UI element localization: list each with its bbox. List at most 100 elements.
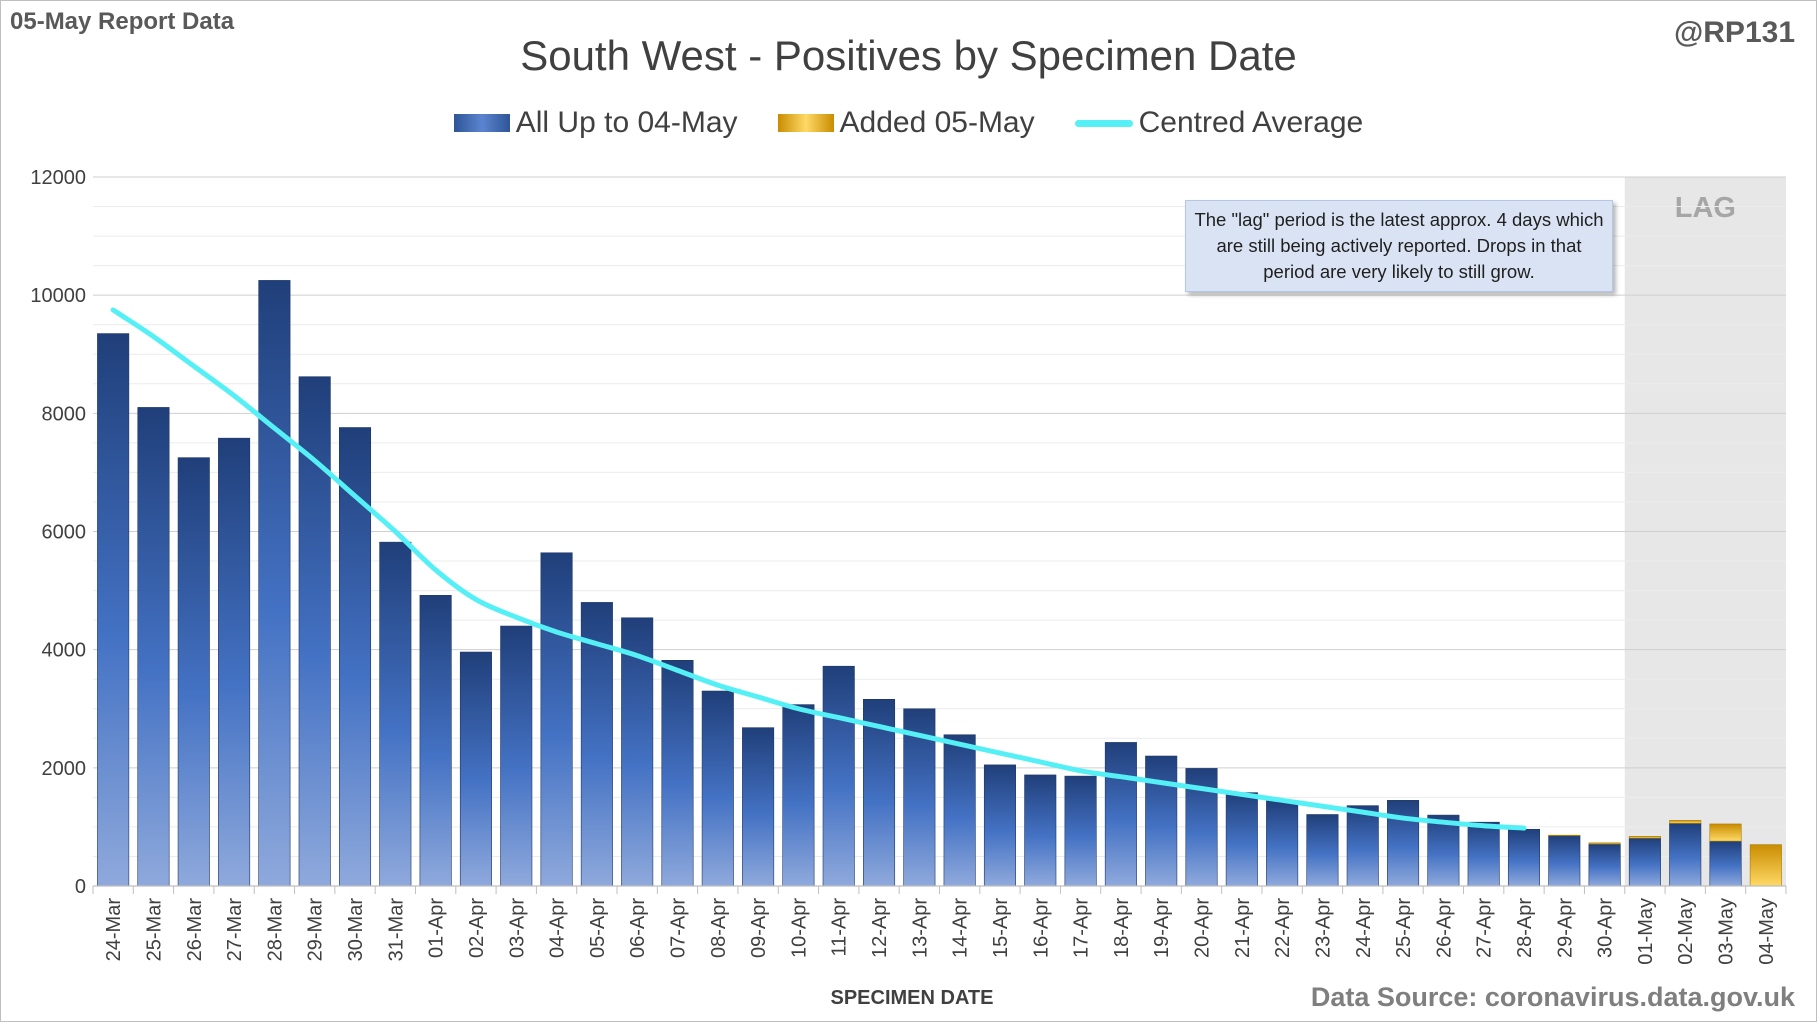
x-tick-label: 13-Apr: [909, 898, 931, 958]
bar-base: [661, 660, 694, 887]
y-tick-label: 8000: [42, 403, 87, 425]
x-tick-label: 19-Apr: [1151, 898, 1173, 958]
bar-base: [258, 280, 291, 887]
bar-base: [822, 665, 855, 887]
legend-swatch-average: [1074, 119, 1133, 127]
bar-base: [1064, 775, 1097, 887]
bar-base: [1507, 828, 1541, 887]
bar-base: [1387, 800, 1420, 887]
lag-label: LAG: [1675, 192, 1736, 224]
average-line: [110, 307, 1527, 831]
bar-base: [983, 764, 1016, 887]
x-tick-label: 29-Mar: [305, 898, 327, 962]
bar-base: [1306, 814, 1339, 887]
bar-added: [1588, 842, 1621, 845]
x-tick-label: 25-Apr: [1393, 898, 1415, 958]
bar-base: [419, 595, 452, 887]
x-tick-label: 16-Apr: [1030, 898, 1052, 958]
bar-base: [1346, 805, 1379, 887]
bar-base: [97, 333, 130, 887]
x-tick-label: 28-Apr: [1514, 898, 1536, 958]
chart-legend: All Up to 04-May Added 05-May Centred Av…: [0, 106, 1817, 140]
y-tick-label: 2000: [42, 758, 87, 780]
x-tick-label: 29-Apr: [1554, 898, 1576, 958]
bar-base: [218, 437, 251, 887]
x-tick-label: 26-Apr: [1433, 898, 1455, 958]
x-tick-label: 23-Apr: [1312, 898, 1334, 958]
x-tick-label: 02-Apr: [466, 898, 488, 958]
x-tick-label: 26-Mar: [184, 898, 206, 962]
bar-base: [1266, 800, 1299, 887]
x-tick-label: 21-Apr: [1232, 898, 1254, 958]
x-tick-label: 12-Apr: [869, 898, 891, 958]
bar-base: [1628, 837, 1661, 887]
x-tick-label: 17-Apr: [1071, 898, 1093, 958]
axes: 0 2000 4000 6000 8000 10000 12000 24-Mar 25-Mar 2…: [30, 167, 1787, 1009]
x-tick-label: 24-Mar: [103, 898, 125, 962]
bar-base: [1669, 823, 1702, 887]
bar-base: [1709, 840, 1742, 887]
legend-label-added: Added 05-May: [839, 106, 1035, 139]
bar-base: [1427, 814, 1460, 887]
average-line-layer: [110, 307, 1527, 831]
x-tick-label: 11-Apr: [829, 898, 851, 957]
x-tick-label: 01-May: [1635, 898, 1657, 965]
legend-item-base: All Up to 04-May: [453, 106, 738, 140]
bar-base: [1024, 774, 1057, 887]
bar-base: [580, 602, 613, 887]
x-tick-label: 24-Apr: [1353, 898, 1375, 958]
bar-base: [137, 407, 170, 887]
bar-added: [1548, 834, 1581, 837]
x-axis-title: SPECIMEN DATE: [831, 987, 994, 1009]
x-tick-label: 03-Apr: [506, 898, 528, 958]
x-tick-label: 28-Mar: [264, 898, 286, 962]
chart-title: South West - Positives by Specimen Date: [520, 32, 1297, 79]
bar-base: [177, 457, 210, 887]
report-date-label: 05-May Report Data: [10, 8, 235, 35]
x-tick-label: 31-Mar: [385, 898, 407, 962]
x-tick-label: 03-May: [1716, 898, 1738, 965]
bar-base: [1145, 755, 1178, 887]
y-tick-label: 10000: [30, 285, 86, 307]
y-tick-label: 6000: [42, 522, 87, 544]
x-tick-label: 05-Apr: [587, 898, 609, 958]
bar-base: [742, 727, 775, 887]
x-tick-label: 01-Apr: [426, 898, 448, 958]
y-tick-label: 0: [75, 876, 86, 898]
bar-base: [1104, 742, 1137, 887]
bar-base: [782, 704, 815, 887]
x-tick-label: 10-Apr: [788, 898, 810, 958]
bar-base: [1467, 821, 1500, 887]
bar-base: [701, 690, 734, 887]
x-tick-label: 22-Apr: [1272, 898, 1294, 958]
x-tick-label: 30-Mar: [345, 898, 367, 962]
x-tick-label: 18-Apr: [1111, 898, 1133, 958]
bar-added: [1669, 820, 1702, 824]
y-tick-label: 12000: [30, 167, 86, 189]
x-tick-label: 27-Apr: [1474, 898, 1496, 958]
x-tick-label: 27-Mar: [224, 898, 246, 962]
author-handle: @RP131: [1674, 16, 1795, 49]
bar-base: [1588, 843, 1621, 887]
y-tick-label: 4000: [42, 640, 87, 662]
x-tick-label: 08-Apr: [708, 898, 730, 958]
bar-base: [621, 617, 654, 887]
bar-base: [943, 734, 976, 887]
legend-item-added: Added 05-May: [777, 106, 1035, 140]
x-tick-label: 14-Apr: [950, 898, 972, 958]
bar-base: [459, 651, 492, 887]
lag-note: The "lag" period is the latest approx. 4…: [1185, 200, 1613, 292]
x-tick-label: 04-Apr: [547, 898, 569, 958]
bar-base: [500, 625, 533, 887]
bar-added: [1709, 823, 1742, 842]
bar-base: [379, 541, 412, 887]
bar-base: [1225, 792, 1258, 887]
legend-label-average: Centred Average: [1138, 106, 1364, 139]
data-source: Data Source: coronavirus.data.gov.uk: [1310, 982, 1795, 1012]
bar-base: [540, 552, 573, 887]
x-tick-label: 09-Apr: [748, 898, 770, 958]
bar-base: [1548, 835, 1581, 887]
x-tick-label: 06-Apr: [627, 898, 649, 958]
legend-swatch-added: [777, 114, 834, 132]
